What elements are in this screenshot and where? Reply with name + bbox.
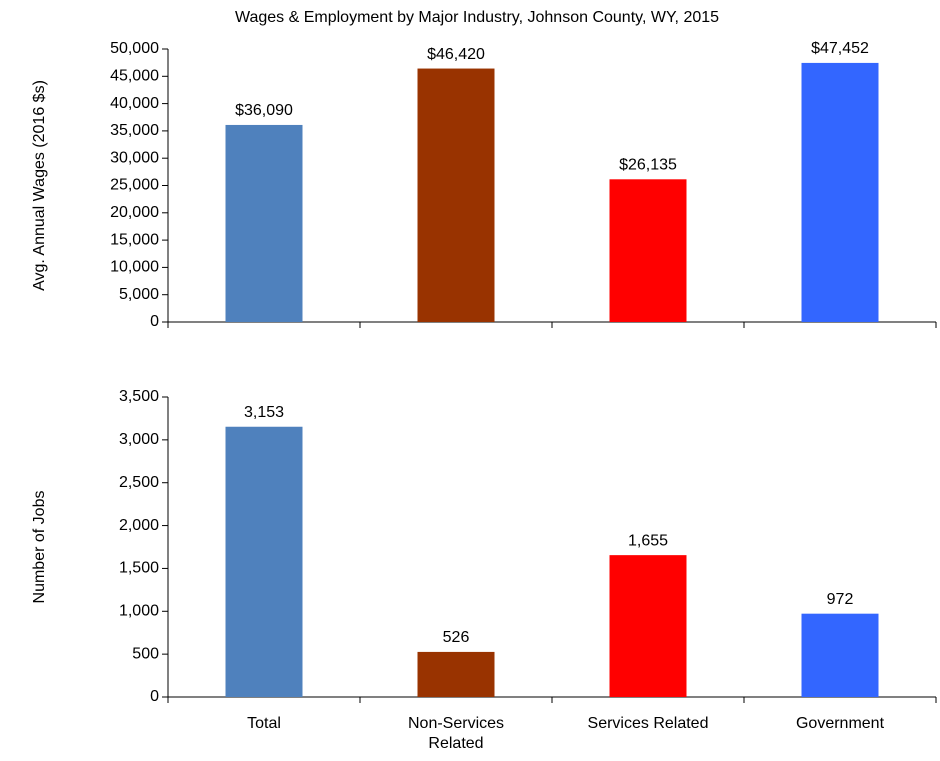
- y-tick-label: 10,000: [110, 259, 159, 276]
- y-tick-label: 25,000: [110, 177, 159, 194]
- x-tick-label: Services Related: [587, 715, 709, 732]
- value-label: 526: [443, 629, 470, 646]
- x-tick-label: Non-Services Related: [407, 715, 505, 752]
- chart-title: Wages & Employment by Major Industry, Jo…: [235, 9, 719, 26]
- y-tick-label: 5,000: [119, 286, 159, 303]
- y-tick-label: 0: [150, 313, 159, 330]
- y-tick-label: 500: [132, 645, 159, 662]
- y-tick-label: 20,000: [110, 204, 159, 221]
- value-label: $36,090: [235, 102, 293, 119]
- y-tick-label: 2,000: [119, 517, 159, 534]
- y-tick-label: 1,500: [119, 560, 159, 577]
- y-tick-label: 3,000: [119, 431, 159, 448]
- value-label: $26,135: [619, 157, 677, 174]
- bar: [225, 426, 303, 697]
- value-label: 972: [827, 591, 854, 608]
- y-tick-label: 3,500: [119, 388, 159, 405]
- y-axis-label: Number of Jobs: [31, 491, 48, 604]
- bar: [417, 651, 495, 697]
- y-tick-label: 30,000: [110, 149, 159, 166]
- bar: [609, 555, 687, 697]
- bar: [609, 179, 687, 322]
- x-tick-label: Government: [795, 715, 885, 732]
- y-tick-label: 45,000: [110, 68, 159, 85]
- x-tick-label: Total: [247, 715, 281, 732]
- y-axis-label: Avg. Annual Wages (2016 $s): [31, 80, 48, 291]
- y-tick-label: 40,000: [110, 95, 159, 112]
- value-label: 3,153: [244, 404, 284, 421]
- value-label: $47,452: [811, 40, 869, 57]
- y-tick-label: 35,000: [110, 122, 159, 139]
- value-label: $46,420: [427, 46, 485, 63]
- bar: [417, 68, 495, 322]
- y-tick-label: 50,000: [110, 40, 159, 57]
- y-tick-label: 15,000: [110, 231, 159, 248]
- bar: [225, 124, 303, 322]
- bar: [801, 62, 879, 322]
- y-tick-label: 0: [150, 688, 159, 705]
- value-label: 1,655: [628, 532, 668, 549]
- y-tick-label: 1,000: [119, 603, 159, 620]
- y-tick-label: 2,500: [119, 474, 159, 491]
- bar: [801, 613, 879, 697]
